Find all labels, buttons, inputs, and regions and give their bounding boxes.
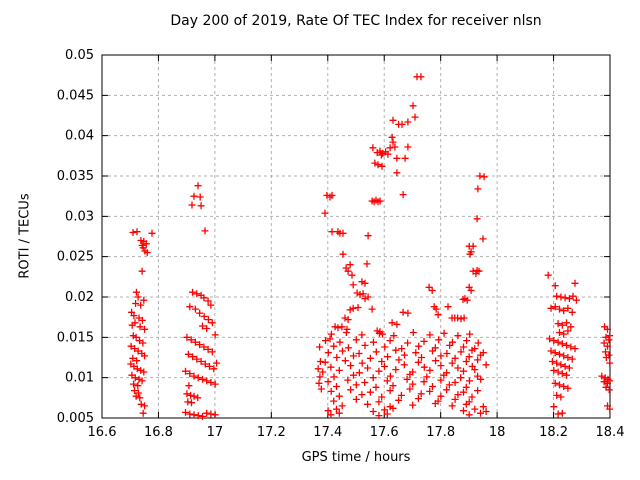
- y-tick-label: 0.05: [65, 48, 94, 63]
- y-tick-label: 0.015: [57, 330, 94, 345]
- x-tick-label: 17.4: [313, 425, 342, 440]
- y-tick-label: 0.04: [65, 129, 94, 144]
- y-tick-label: 0.02: [65, 290, 94, 305]
- plot-border: [101, 54, 611, 419]
- y-tick-label: 0.005: [57, 411, 94, 426]
- x-tick-label: 16.6: [88, 425, 117, 440]
- y-tick-label: 0.025: [57, 250, 94, 265]
- x-tick-label: 17.8: [426, 425, 455, 440]
- x-tick-label: 16.8: [144, 425, 173, 440]
- x-tick-label: 17: [207, 425, 224, 440]
- tick-marks: [101, 54, 611, 419]
- y-tick-label: 0.045: [57, 88, 94, 103]
- x-tick-label: 17.2: [257, 425, 286, 440]
- x-tick-label: 17.6: [370, 425, 399, 440]
- y-tick-label: 0.035: [57, 169, 94, 184]
- grid-lines: [102, 55, 610, 418]
- y-tick-label: 0.03: [65, 209, 94, 224]
- chart-title: Day 200 of 2019, Rate Of TEC Index for r…: [170, 13, 542, 29]
- x-axis-label: GPS time / hours: [301, 450, 411, 465]
- x-tick-label: 18.2: [539, 425, 568, 440]
- y-axis-label: ROTI / TECUs: [17, 193, 33, 279]
- y-tick-label: 0.01: [65, 371, 94, 386]
- x-tick-label: 18: [489, 425, 506, 440]
- data-points: [127, 73, 614, 420]
- x-tick-label: 18.4: [596, 425, 625, 440]
